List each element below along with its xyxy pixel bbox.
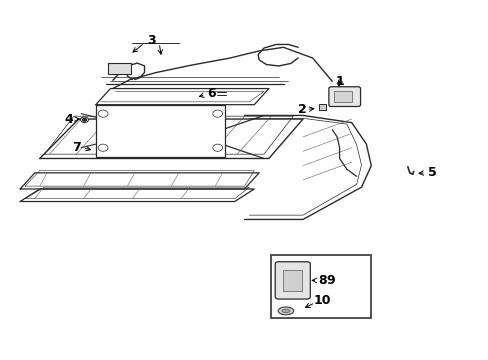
Text: 2: 2: [297, 103, 306, 116]
Text: 10: 10: [313, 294, 330, 307]
FancyBboxPatch shape: [275, 262, 310, 299]
Text: 4: 4: [64, 113, 73, 126]
Circle shape: [212, 110, 222, 117]
Bar: [96, 105, 224, 157]
Bar: [319, 104, 325, 110]
Bar: [271, 255, 370, 318]
Text: 7: 7: [72, 140, 81, 153]
Ellipse shape: [282, 309, 289, 313]
Text: 1: 1: [334, 75, 343, 88]
Circle shape: [98, 144, 108, 151]
Circle shape: [98, 110, 108, 117]
Text: 5: 5: [427, 166, 436, 179]
Text: 8: 8: [318, 274, 326, 287]
FancyBboxPatch shape: [328, 87, 360, 107]
Ellipse shape: [278, 307, 293, 315]
Text: 9: 9: [326, 274, 334, 287]
Circle shape: [212, 144, 222, 151]
Bar: [333, 91, 351, 102]
Bar: [282, 270, 302, 291]
Text: 3: 3: [147, 33, 156, 47]
Bar: [108, 63, 131, 74]
Circle shape: [82, 118, 86, 121]
Circle shape: [81, 117, 88, 123]
Text: 6: 6: [206, 87, 215, 100]
